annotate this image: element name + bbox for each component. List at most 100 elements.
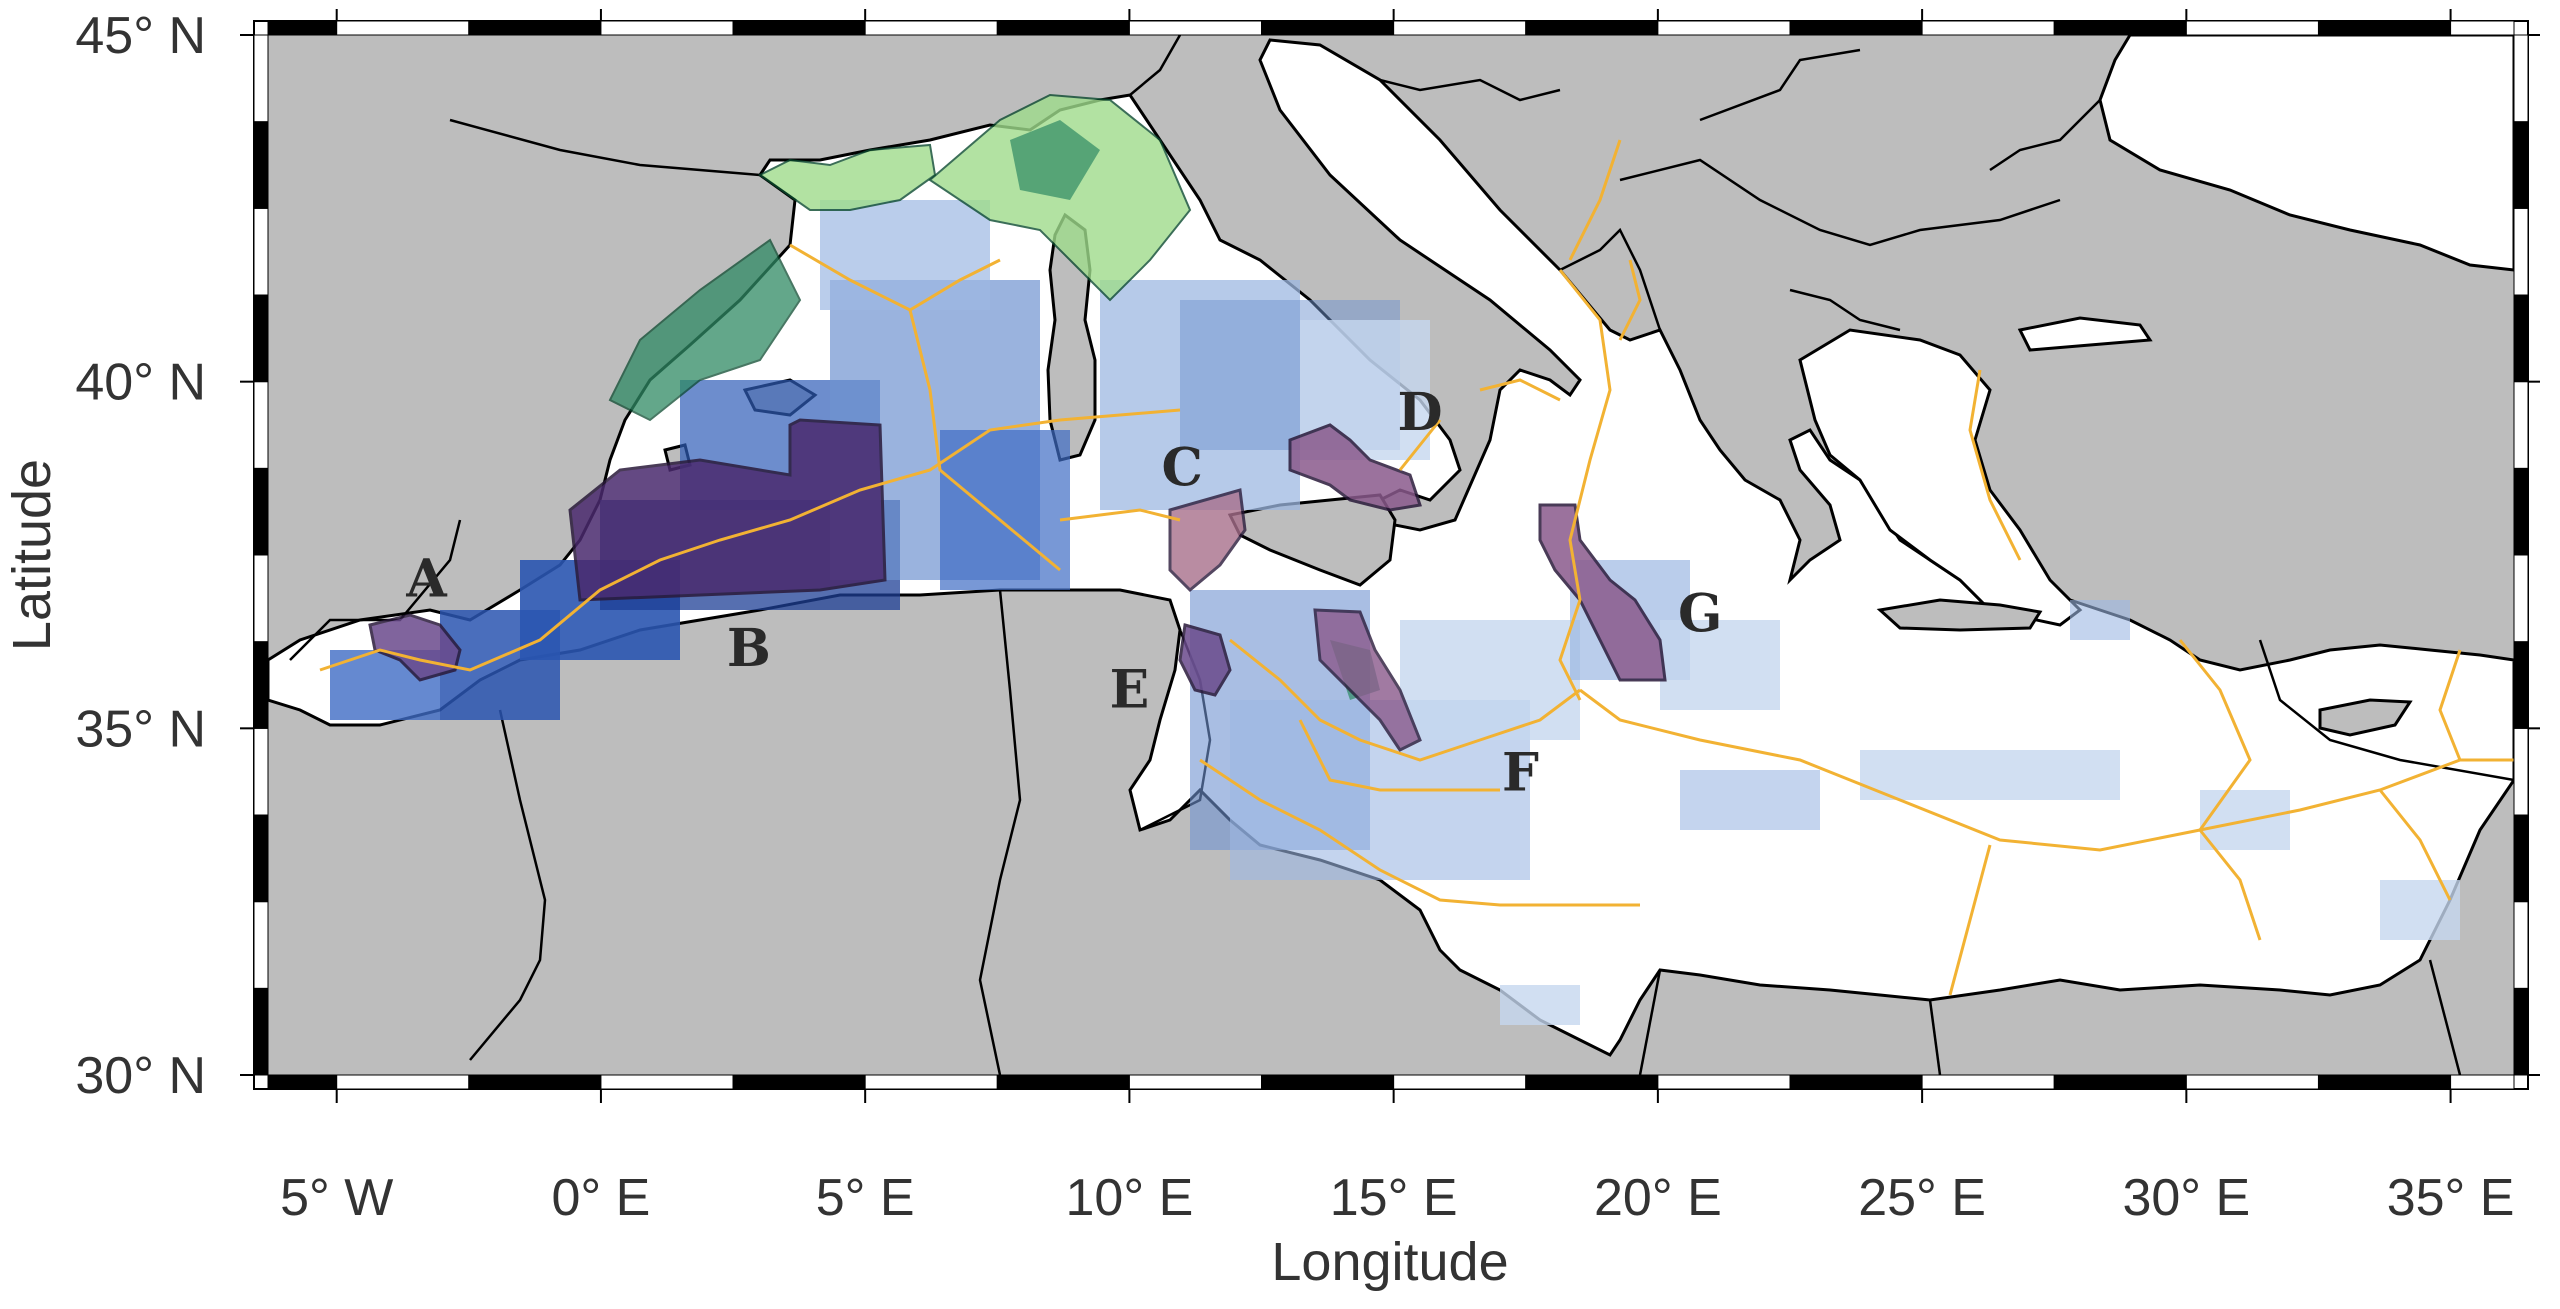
frame-segment-top (336, 20, 470, 36)
x-tick-labels: 5° W 0° E 5° E 10° E 15° E 20° E 25° E 30° E 35°… (280, 1169, 2514, 1227)
x-tick-label: 5° E (816, 1169, 915, 1227)
frame-segment-left (253, 207, 269, 296)
frame-segment-right (2513, 641, 2529, 729)
marmara-sea (2017, 316, 2153, 352)
frame-segment-right (2513, 554, 2529, 643)
frame-segment-bottom (2185, 1074, 2319, 1090)
frame-segment-left (253, 901, 269, 989)
frame-segment-left (253, 554, 269, 643)
area-f (1313, 608, 1422, 752)
frame-segment-left (253, 34, 269, 123)
frame-segment-top (1921, 20, 2055, 36)
frame-segment-bottom (1789, 1074, 1923, 1090)
frame-segment-right (2513, 121, 2529, 209)
frame-segment-top (468, 20, 602, 36)
priority-areas (368, 418, 1667, 752)
x-tick-label: 25° E (1858, 1169, 1986, 1227)
x-tick-label: 35° E (2387, 1169, 2515, 1227)
frame-segment-bottom (1128, 1074, 1263, 1090)
frame-segment-top (1393, 20, 1527, 36)
x-tick-label: 20° E (1594, 1169, 1722, 1227)
region-label-f: F (1502, 743, 1539, 804)
frame-segment-top (1525, 20, 1659, 36)
frame-segment-bottom (1525, 1074, 1659, 1090)
frame-segment-top (996, 20, 1130, 36)
map-panel: A B C D E F G (268, 35, 2514, 1075)
frame-segment-right (2513, 381, 2529, 469)
frame-segment-bottom (1261, 1074, 1395, 1090)
x-axis-title: Longitude (1271, 1232, 1508, 1292)
frame-segment-right (2513, 207, 2529, 296)
frame-segment-right (2513, 901, 2529, 989)
region-label-g: G (1678, 583, 1722, 644)
crete (1876, 598, 2043, 632)
frame-segment-top (2317, 20, 2452, 36)
frame-segment-top (732, 20, 866, 36)
y-tick-label: 30° N (75, 1047, 206, 1105)
region-label-c: C (1162, 438, 1203, 499)
frame-segment-left (253, 814, 269, 903)
frame-segment-right (2513, 467, 2529, 556)
frame-segment-top (864, 20, 998, 36)
frame-segment-top (1128, 20, 1263, 36)
frame-segment-bottom (996, 1074, 1130, 1090)
x-tick-label: 0° E (552, 1169, 651, 1227)
area-e (1178, 623, 1232, 697)
x-tick-label: 15° E (1330, 1169, 1458, 1227)
area-c (1168, 488, 1247, 593)
frame-segment-bottom (1657, 1074, 1791, 1090)
y-tick-label: 40° N (75, 354, 206, 412)
region-labels: A B C D E F G (405, 382, 1722, 804)
frame-segment-left (253, 381, 269, 469)
y-axis-title: Latitude (2, 459, 62, 651)
x-tick-label: 5° W (280, 1169, 393, 1227)
frame-segment-left (253, 727, 269, 816)
frame-segment-left (253, 987, 269, 1076)
frame-segment-right (2513, 34, 2529, 123)
map-frame (240, 9, 2540, 1103)
frame-segment-bottom (2053, 1074, 2187, 1090)
protected-areas (608, 93, 1380, 700)
x-tick-label: 30° E (2122, 1169, 2250, 1227)
frame-segment-left (253, 121, 269, 209)
frame-segment-top (1789, 20, 1923, 36)
frame-segment-top (600, 20, 734, 36)
frame-segment-top (267, 20, 338, 36)
region-label-e: E (1110, 660, 1150, 721)
frame-segment-bottom (864, 1074, 998, 1090)
frame-segment-top (2450, 20, 2515, 36)
frame-segment-bottom (2317, 1074, 2452, 1090)
frame-segment-top (2185, 20, 2319, 36)
frame-segment-right (2513, 814, 2529, 903)
frame-segment-right (2513, 987, 2529, 1076)
frame-segment-right (2513, 294, 2529, 383)
frame-segment-bottom (732, 1074, 866, 1090)
region-label-a: A (405, 549, 447, 610)
area-d (1288, 423, 1422, 512)
y-tick-labels: 30° N 35° N 40° N 45° N (75, 7, 206, 1105)
frame-segment-right (2513, 727, 2529, 816)
cyprus (2318, 698, 2413, 737)
region-label-d: D (1398, 382, 1443, 443)
frame-segment-bottom (600, 1074, 734, 1090)
y-tick-label: 45° N (75, 7, 206, 65)
y-tick-label: 35° N (75, 700, 206, 758)
frame-segment-bottom (267, 1074, 338, 1090)
boundary-lines (319, 139, 2514, 996)
x-tick-label: 10° E (1066, 1169, 1194, 1227)
region-label-b: B (727, 618, 771, 679)
frame-segment-top (1657, 20, 1791, 36)
frame-segment-bottom (1921, 1074, 2055, 1090)
sicily (1227, 493, 1397, 587)
area-b (568, 418, 887, 602)
frame-segment-left (253, 294, 269, 383)
frame-segment-bottom (1393, 1074, 1527, 1090)
frame-segment-bottom (2450, 1074, 2515, 1090)
frame-segment-bottom (336, 1074, 470, 1090)
frame-segment-top (2053, 20, 2187, 36)
frame-segment-left (253, 467, 269, 556)
frame-segment-bottom (468, 1074, 602, 1090)
frame-segment-top (1261, 20, 1395, 36)
frame-segment-left (253, 641, 269, 729)
